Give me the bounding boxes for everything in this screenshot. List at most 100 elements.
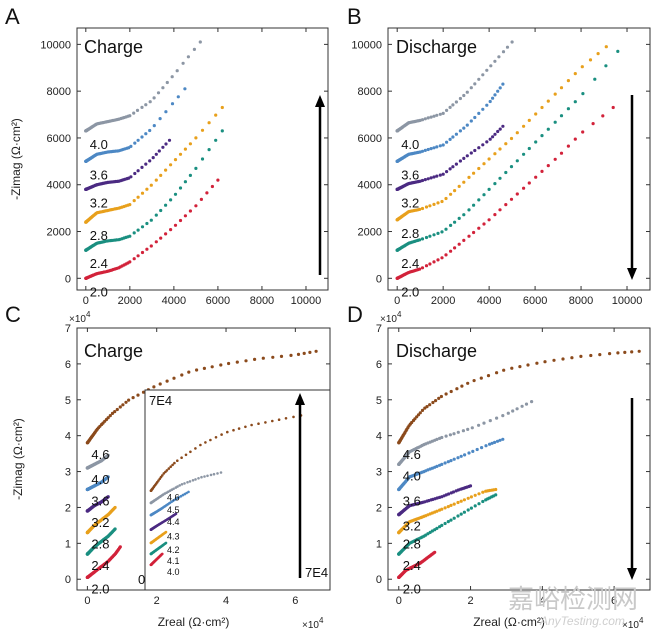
data-point [145,247,149,251]
data-point [451,165,455,169]
x-tick-label: 2 [467,595,473,607]
data-point [488,442,492,446]
data-point [471,449,475,453]
y-tick-label: 3 [65,467,71,479]
data-point [477,77,481,81]
data-point [186,55,190,59]
data-point [469,506,473,510]
data-point [504,142,508,146]
x-tick-label: 10000 [612,295,643,307]
data-point [493,93,497,97]
data-point [566,107,571,111]
data-point [128,114,132,118]
data-point [445,170,449,174]
data-point [443,506,447,510]
inset-data-point [183,482,186,485]
data-point [473,115,477,120]
data-point [161,145,165,149]
data-point [581,130,585,134]
y-tick-label: 3 [376,467,382,479]
data-point [593,77,597,81]
data-point [149,218,153,222]
data-point [452,432,456,436]
data-point [154,178,158,182]
data-point [482,421,486,425]
data-point [178,186,183,190]
data-point [418,207,422,211]
x-axis-label: Zreal (Ω·cm²) [158,615,230,629]
data-point [169,228,173,232]
data-point [420,118,425,122]
x-tick-label: 6000 [206,295,230,307]
data-point [439,394,443,399]
data-point [466,508,470,512]
series-3.2 [84,138,172,191]
series-2.4 [84,129,224,252]
inset-data-point [188,480,192,483]
data-point [546,164,550,168]
inset-data-point [244,425,247,429]
voltage-label: 3.2 [90,195,108,210]
voltage-label: 3.2 [91,515,109,530]
series-3.2 [397,484,473,517]
data-point [443,521,447,526]
data-point [435,437,439,441]
voltage-label: 2.4 [401,256,419,271]
inset-data-point [174,512,178,516]
data-point [449,503,453,507]
y-tick-label: 8000 [358,86,382,98]
data-point [148,100,152,104]
data-point [453,189,457,193]
data-point [456,430,460,434]
x-tick-label: 2000 [118,295,142,307]
data-point [511,409,515,413]
data-point [458,129,462,133]
series-2.8 [85,505,117,535]
voltage-label: 4.0 [90,137,108,152]
x-tick-label: 0 [396,595,402,607]
data-point [462,126,466,130]
data-point [485,140,489,144]
data-point [449,249,453,253]
data-point [145,187,149,191]
data-point [553,120,557,124]
data-point [491,96,495,100]
inset-data-point [172,487,175,491]
data-point [462,156,466,160]
data-point [170,75,174,79]
data-point [198,40,202,44]
inset-data-point [191,479,195,482]
data-point [473,148,477,153]
data-point [498,176,502,180]
data-point [469,119,473,123]
data-point [420,149,425,153]
voltage-label: 3.2 [403,519,421,534]
trend-arrow-head [627,268,637,280]
series-4.0 [397,400,534,466]
voltage-label: 4.6 [403,447,421,462]
inset-arrow-label: 7E4 [305,565,328,580]
data-point [469,86,473,90]
data-point [440,199,444,204]
data-point [543,360,547,364]
voltage-label: 2.4 [91,558,109,573]
panel-D: D Discharge 0 2 4 6 0 1 2 3 4 5 6 7 Zreal (Ω·cm²) ×104 ×… [347,302,651,631]
data-point [136,169,140,173]
data-point [484,444,488,448]
data-point [501,414,505,418]
panel-title: Discharge [396,37,477,57]
data-point [113,410,117,414]
data-point [515,131,519,135]
data-point [445,108,449,112]
data-point [465,90,469,94]
data-point [598,353,602,357]
data-point [495,416,499,420]
data-point [148,159,152,163]
data-point [200,128,205,132]
data-point [220,129,224,133]
voltage-label: 3.2 [401,195,419,210]
data-point [495,371,499,375]
data-point [440,523,444,528]
series-2.0 [85,545,122,580]
